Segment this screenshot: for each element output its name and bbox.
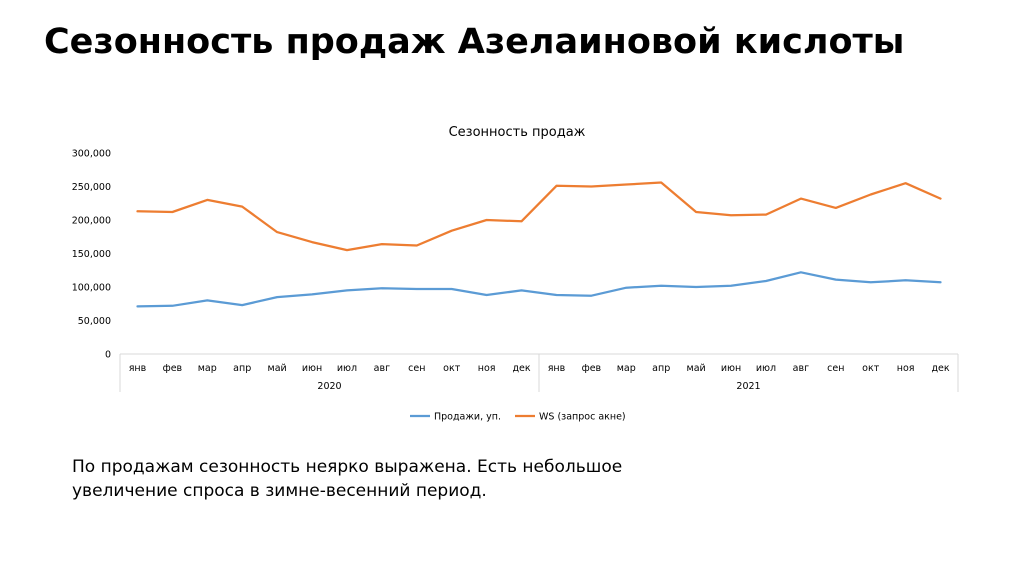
x-tick-label: май xyxy=(687,363,706,374)
y-tick-label: 150,000 xyxy=(72,249,111,260)
legend-label: WS (запрос акне) xyxy=(539,412,626,423)
legend-label: Продажи, уп. xyxy=(434,412,501,423)
slide-title: Сезонность продаж Азелаиновой кислоты xyxy=(44,22,905,62)
x-tick-label: авг xyxy=(793,363,809,374)
x-tick-label: фев xyxy=(163,363,183,374)
x-tick-label: сен xyxy=(408,363,425,374)
y-tick-label: 100,000 xyxy=(72,283,111,294)
x-tick-label: ноя xyxy=(478,363,496,374)
x-tick-label: апр xyxy=(233,363,251,374)
x-tick-label: май xyxy=(268,363,287,374)
x-tick-label: янв xyxy=(548,363,566,374)
x-tick-label: фев xyxy=(582,363,602,374)
x-tick-label: апр xyxy=(652,363,670,374)
x-tick-label: мар xyxy=(198,363,217,374)
y-tick-label: 50,000 xyxy=(78,316,111,327)
note-line: По продажам сезонность неярко выражена. … xyxy=(72,457,623,477)
note-line: увеличение спроса в зимне-весенний перио… xyxy=(72,481,487,501)
chart-axes: 0 50,000 100,000 150,000 200,000 250,000 300,0… xyxy=(72,149,959,392)
x-tick-label: мар xyxy=(617,363,636,374)
x-group-label: 2020 xyxy=(317,381,341,392)
x-tick-label: июл xyxy=(337,363,357,374)
x-tick-label: окт xyxy=(443,363,461,374)
x-tick-label: окт xyxy=(862,363,880,374)
x-tick-label: сен xyxy=(827,363,844,374)
x-group-label: 2021 xyxy=(736,381,760,392)
y-tick-label: 0 xyxy=(105,350,111,361)
x-tick-label: янв xyxy=(129,363,147,374)
x-tick-label: авг xyxy=(374,363,390,374)
x-tick-label: ноя xyxy=(897,363,915,374)
y-tick-label: 200,000 xyxy=(72,216,111,227)
x-tick-label: июн xyxy=(721,363,741,374)
y-tick-label: 300,000 xyxy=(72,149,111,160)
y-tick-label: 250,000 xyxy=(72,182,111,193)
x-tick-label: июн xyxy=(302,363,322,374)
chart-title: Сезонность продаж xyxy=(449,125,586,140)
x-tick-label: июл xyxy=(756,363,776,374)
series-line xyxy=(136,181,942,252)
chart-legend: Продажи, уп. WS (запрос акне) xyxy=(410,412,626,423)
x-tick-label: дек xyxy=(931,363,949,374)
slide-note: По продажам сезонность неярко выражена. … xyxy=(72,455,712,503)
series-line xyxy=(136,271,942,308)
x-tick-label: дек xyxy=(512,363,530,374)
chart-series xyxy=(136,181,942,308)
